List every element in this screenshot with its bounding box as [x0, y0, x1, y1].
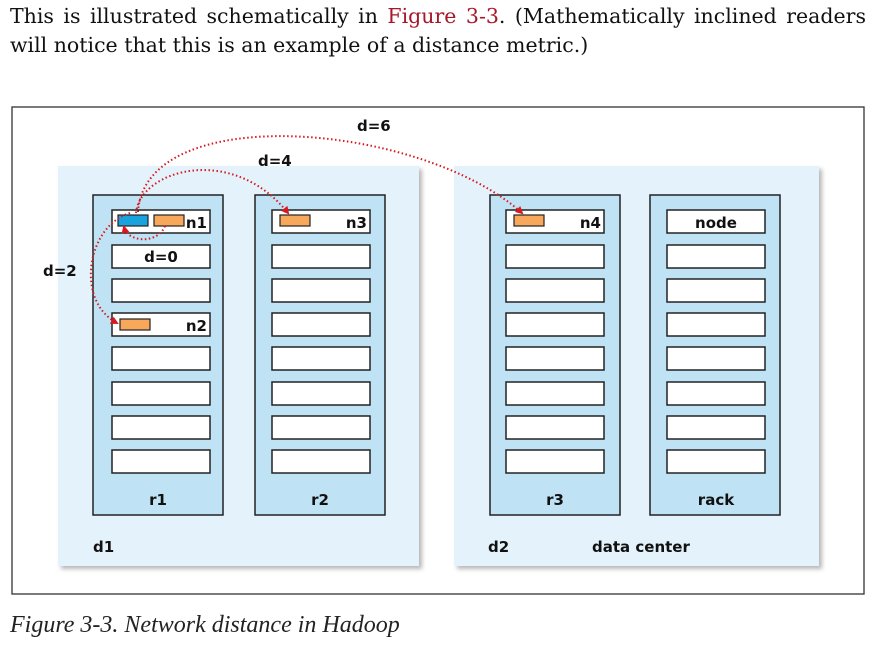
node-slot	[505, 346, 605, 371]
process-orange-n4	[513, 214, 545, 227]
node-label-n3: n3	[346, 214, 367, 232]
node-slot	[271, 449, 371, 474]
node-slot	[666, 449, 766, 474]
node-slot	[111, 278, 211, 303]
node-slot	[271, 312, 371, 337]
rack-label-r3: r3	[546, 491, 564, 509]
node-slot	[271, 244, 371, 269]
node-legend-label: node	[695, 214, 737, 232]
figure-reference-link[interactable]: Figure 3-3	[387, 4, 499, 28]
process-orange-n2	[119, 318, 151, 331]
node-slot	[505, 415, 605, 440]
node-slot	[505, 312, 605, 337]
process-blue-n1	[117, 214, 149, 227]
distance-label-d2: d=2	[43, 262, 77, 280]
rack-label-r2: r2	[311, 491, 329, 509]
node-slot	[111, 244, 211, 269]
node-slot	[505, 449, 605, 474]
distance-label-d4: d=4	[258, 152, 292, 170]
rack-r1-slots	[111, 209, 211, 474]
rack-legend-label: rack	[698, 491, 735, 509]
arrow-d0	[121, 225, 166, 241]
node-label-n1: n1	[186, 214, 207, 232]
datacenter-label-d2: d2	[488, 538, 509, 556]
process-orange-n1	[153, 214, 185, 227]
node-slot	[271, 346, 371, 371]
node-slot	[271, 278, 371, 303]
node-slot	[666, 278, 766, 303]
datacenter-legend-label: data center	[592, 538, 690, 556]
node-slot	[111, 415, 211, 440]
node-label-n2: n2	[186, 317, 207, 335]
node-slot	[271, 415, 371, 440]
node-slot	[666, 244, 766, 269]
node-slot	[666, 381, 766, 406]
node-slot	[111, 381, 211, 406]
distance-label-d6: d=6	[357, 117, 391, 135]
rack-legend-slots	[666, 209, 766, 474]
distance-label-d0: d=0	[144, 248, 178, 266]
node-slot	[505, 244, 605, 269]
node-slot	[271, 381, 371, 406]
process-orange-n3	[279, 214, 311, 227]
node-slot	[666, 209, 766, 234]
arrow-d4	[135, 169, 290, 215]
rack-label-r1: r1	[149, 491, 167, 509]
paragraph-text-after: . (Mathematically inclined readers will …	[10, 4, 866, 57]
node-label-n4: n4	[580, 214, 601, 232]
node-slot	[111, 449, 211, 474]
node-slot	[666, 346, 766, 371]
body-paragraph: This is illustrated schematically in Fig…	[10, 2, 866, 60]
paragraph-text-before: This is illustrated schematically in	[10, 4, 388, 28]
node-slot	[505, 278, 605, 303]
datacenter-label-d1: d1	[93, 538, 114, 556]
node-slot	[505, 381, 605, 406]
node-slot	[666, 312, 766, 337]
figure-caption: Figure 3-3. Network distance in Hadoop	[10, 612, 400, 638]
rack-r3-slots	[505, 209, 605, 474]
node-slot	[111, 346, 211, 371]
node-slot	[666, 415, 766, 440]
